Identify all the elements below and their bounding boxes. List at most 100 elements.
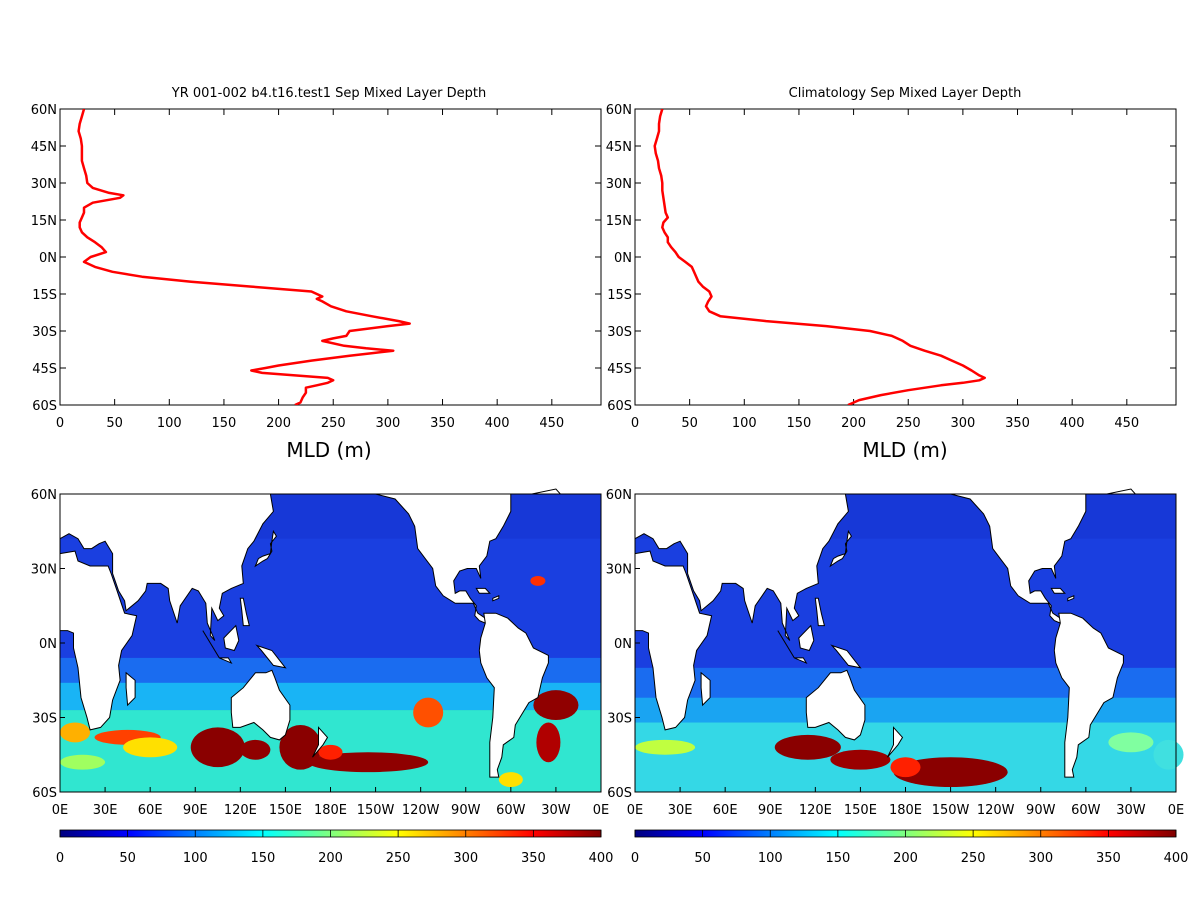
x-tick-label: 200	[841, 416, 866, 431]
colorbar-tick-label: 100	[758, 851, 783, 866]
land-polygon	[360, 493, 512, 624]
y-tick-label: 15N	[606, 214, 632, 229]
deep-mld-patch	[60, 754, 106, 770]
deep-mld-patch	[60, 722, 91, 743]
x-tick-label: 350	[1005, 416, 1030, 431]
y-tick-label: 0N	[39, 251, 57, 266]
colorbar-ticks: 0 50 100 150 200 250 300 350 400	[631, 830, 1188, 866]
land-polygon	[255, 644, 287, 669]
profile-chart-climatology: Climatology Sep Mixed Layer Depth 0 50 100…	[606, 86, 1177, 462]
x-tick-label: 120E	[799, 803, 832, 818]
x-tick-label: 90W	[1026, 803, 1056, 818]
land-polygon	[239, 597, 250, 627]
deep-mld-patch	[533, 690, 579, 720]
deep-mld-patch	[1108, 732, 1154, 753]
land-polygon	[219, 657, 233, 664]
x-tick-label: 30W	[541, 803, 571, 818]
colorbar-tick-label: 100	[183, 851, 208, 866]
colorbar-tick-label: 300	[1028, 851, 1053, 866]
x-tick-label: 180E	[889, 803, 922, 818]
x-tick-label: 0E	[593, 803, 610, 818]
colorbar-tick-label: 150	[825, 851, 850, 866]
y-tick-label: 30S	[32, 712, 57, 727]
land-polygon	[805, 669, 866, 741]
colorbar-tick-label: 250	[961, 851, 986, 866]
y-tick-label: 60N	[31, 488, 57, 503]
y-tick-label: 60S	[32, 786, 57, 801]
x-tick-label: 120W	[402, 803, 440, 818]
deep-mld-patch	[318, 744, 343, 760]
chart-title: Climatology Sep Mixed Layer Depth	[789, 86, 1022, 101]
land-polygon	[634, 550, 713, 731]
colorbar-tick-label: 250	[386, 851, 411, 866]
land-polygon	[125, 671, 136, 707]
y-tick-label: 60S	[607, 399, 632, 414]
land-polygon	[531, 488, 562, 495]
x-tick-label: 450	[539, 416, 564, 431]
deep-mld-patch	[530, 575, 546, 586]
x-tick-label: 120W	[977, 803, 1015, 818]
y-tick-label: 30S	[607, 325, 632, 340]
colorbar-tick-label: 0	[631, 851, 639, 866]
colorbar-tick-label: 300	[453, 851, 478, 866]
x-tick-label: 0E	[1168, 803, 1185, 818]
x-ticks: 0E 30E 60E 90E 120E 150E 180E 150W 120W 90W 60W 30W…	[627, 787, 1185, 818]
x-tick-label: 250	[896, 416, 921, 431]
deep-mld-patch	[279, 724, 322, 770]
land-polygon	[475, 587, 491, 594]
y-tick-label: 15S	[32, 288, 57, 303]
land-polygon	[478, 612, 549, 778]
x-tick-label: 0	[56, 416, 64, 431]
southern-ocean-band	[635, 722, 1176, 792]
deep-mld-patch	[240, 739, 271, 760]
x-tick-label: 300	[950, 416, 975, 431]
y-ticks: 60N 30N 0N 30S 60S	[606, 488, 640, 801]
x-tick-label: 50	[681, 416, 698, 431]
land-masses	[59, 488, 562, 778]
y-tick-label: 0N	[39, 637, 57, 652]
colorbar-tick-label: 350	[521, 851, 546, 866]
y-tick-label: 0N	[614, 637, 632, 652]
x-tick-label: 60W	[1071, 803, 1101, 818]
y-tick-label: 60N	[606, 103, 632, 118]
x-tick-label: 150E	[844, 803, 877, 818]
x-tick-label: 450	[1114, 416, 1139, 431]
land-polygon	[202, 630, 220, 659]
y-ticks: 60N 45N 30N 15N 0N 15S 30S 45S 60S	[31, 103, 601, 414]
x-tick-label: 100	[157, 416, 182, 431]
mld-field	[635, 494, 1184, 792]
land-polygon	[814, 597, 826, 627]
land-polygon	[700, 671, 711, 707]
x-tick-label: 250	[321, 416, 346, 431]
x-tick-label: 90E	[183, 803, 208, 818]
deep-mld-patch	[498, 772, 523, 788]
x-tick-label: 150	[787, 416, 812, 431]
land-polygon	[59, 550, 138, 731]
deep-mld-patch	[123, 737, 178, 758]
x-tick-label: 0E	[52, 803, 69, 818]
x-tick-label: 0E	[627, 803, 644, 818]
y-tick-label: 45S	[32, 362, 57, 377]
x-tick-label: 60W	[496, 803, 526, 818]
x-tick-label: 30E	[668, 803, 693, 818]
x-tick-label: 150W	[357, 803, 395, 818]
deep-mld-patch	[1153, 739, 1184, 770]
land-polygon	[1053, 612, 1124, 778]
x-axis-label: MLD (m)	[286, 438, 371, 462]
x-tick-label: 150E	[269, 803, 302, 818]
land-polygon	[830, 644, 862, 669]
y-tick-label: 30S	[607, 712, 632, 727]
deep-mld-patch	[190, 727, 245, 768]
x-tick-label: 120E	[224, 803, 257, 818]
series-line	[653, 109, 986, 405]
x-tick-label: 180E	[314, 803, 347, 818]
x-tick-label: 350	[430, 416, 455, 431]
y-tick-label: 30N	[31, 177, 57, 192]
land-polygon	[798, 624, 815, 652]
plot-frame	[59, 108, 602, 406]
deep-mld-patch	[890, 757, 921, 778]
y-tick-label: 60N	[606, 488, 632, 503]
x-tick-label: 300	[375, 416, 400, 431]
x-ticks: 0 50 100 150 200 250 300 350 400 450	[631, 109, 1139, 431]
y-tick-label: 60S	[607, 786, 632, 801]
